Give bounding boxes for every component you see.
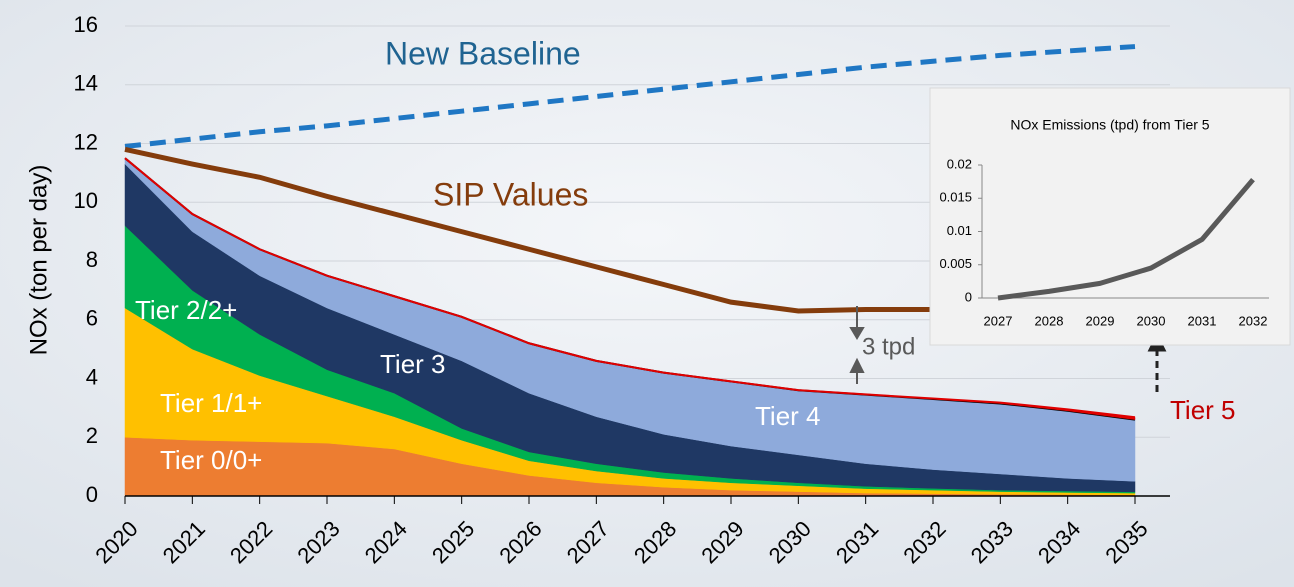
y-tick-label: 12	[74, 129, 98, 154]
y-tick-label: 14	[74, 71, 98, 96]
series-label: Tier 2/2+	[135, 295, 237, 325]
y-tick-label: 0.005	[939, 256, 972, 271]
x-tick-label: 2029	[1086, 313, 1115, 328]
y-tick-label: 2	[86, 423, 98, 448]
y-tick-label: 8	[86, 247, 98, 272]
line-label: New Baseline	[385, 35, 581, 71]
y-tick-label: 6	[86, 306, 98, 331]
x-tick-label: 2031	[1188, 313, 1217, 328]
inset-plot: NOx Emissions (tpd) from Tier 5 0 0.005 0.0…	[939, 117, 1269, 328]
y-tick-label: 4	[86, 364, 98, 389]
annotation: 3 tpd	[862, 333, 915, 360]
area-edge	[124, 157, 1136, 419]
y-tick-label: 0.02	[947, 156, 972, 171]
y-tick-label: 0	[86, 482, 98, 507]
series-label: Tier 0/0+	[160, 445, 262, 475]
tpd-arrows	[849, 306, 865, 384]
y-tick-label: 16	[74, 12, 98, 37]
y-tick-label: 0.015	[939, 190, 972, 205]
series-label: Tier 1/1+	[160, 388, 262, 418]
y-tick-label: 0.01	[947, 223, 972, 238]
series-label: Tier 5	[1170, 395, 1236, 425]
y-tick-label: 10	[74, 188, 98, 213]
inset-panel	[929, 87, 1291, 346]
x-tick-label: 2027	[984, 313, 1013, 328]
x-tick-label: 2032	[1239, 313, 1268, 328]
y-axis-label: NOx (ton per day)	[25, 165, 52, 356]
line	[997, 178, 1255, 301]
y-tick-label: 0	[965, 289, 972, 304]
x-tick-label: 2030	[1137, 313, 1166, 328]
inset-title: NOx Emissions (tpd) from Tier 5	[1010, 117, 1209, 133]
series-label: Tier 4	[755, 401, 821, 431]
series-label: Tier 3	[380, 349, 446, 379]
x-tick-label: 2028	[1035, 313, 1064, 328]
line-label: SIP Values	[433, 176, 588, 212]
line	[124, 44, 1136, 149]
